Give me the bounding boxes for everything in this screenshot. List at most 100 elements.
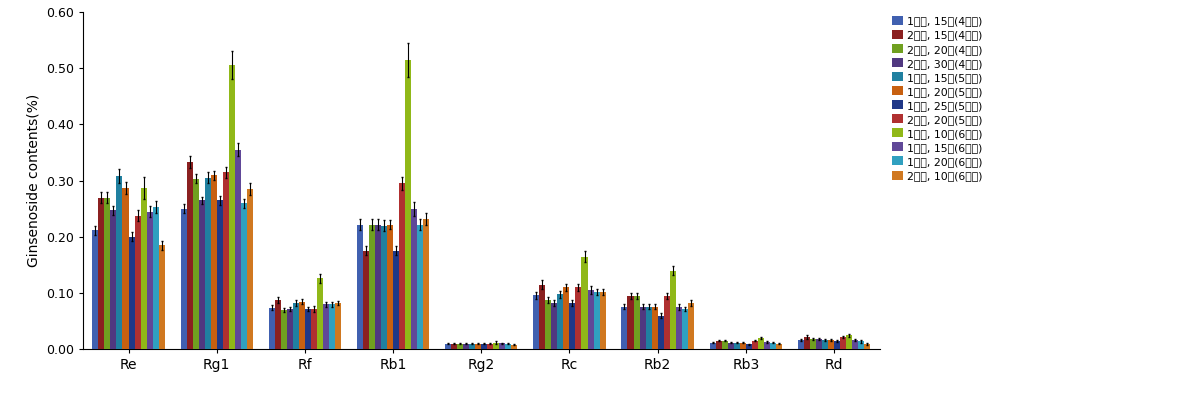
- Bar: [681, 309, 687, 349]
- Bar: [357, 225, 363, 349]
- Bar: [727, 343, 733, 349]
- Bar: [293, 303, 299, 349]
- Bar: [621, 306, 627, 349]
- Bar: [687, 303, 693, 349]
- Bar: [141, 188, 146, 349]
- Bar: [204, 178, 210, 349]
- Bar: [193, 179, 198, 349]
- Bar: [511, 345, 517, 349]
- Bar: [187, 162, 193, 349]
- Bar: [557, 294, 563, 349]
- Bar: [627, 296, 633, 349]
- Bar: [852, 340, 859, 349]
- Bar: [387, 225, 393, 349]
- Bar: [322, 304, 329, 349]
- Bar: [152, 207, 158, 349]
- Bar: [758, 338, 764, 349]
- Bar: [117, 176, 123, 349]
- Bar: [581, 256, 587, 349]
- Bar: [633, 296, 640, 349]
- Bar: [363, 251, 368, 349]
- Bar: [864, 344, 870, 349]
- Bar: [776, 344, 782, 349]
- Bar: [129, 237, 135, 349]
- Bar: [317, 279, 322, 349]
- Bar: [451, 344, 457, 349]
- Bar: [457, 344, 463, 349]
- Bar: [216, 200, 223, 349]
- Bar: [210, 175, 216, 349]
- Bar: [494, 343, 500, 349]
- Bar: [563, 287, 569, 349]
- Bar: [716, 341, 722, 349]
- Bar: [299, 302, 305, 349]
- Bar: [247, 189, 253, 349]
- Bar: [488, 344, 494, 349]
- Bar: [816, 339, 822, 349]
- Bar: [834, 341, 840, 349]
- Bar: [828, 340, 834, 349]
- Bar: [305, 309, 311, 349]
- Bar: [569, 303, 575, 349]
- Bar: [846, 335, 852, 349]
- Bar: [393, 251, 399, 349]
- Bar: [475, 344, 482, 349]
- Bar: [670, 271, 676, 349]
- Bar: [269, 308, 275, 349]
- Bar: [223, 172, 229, 349]
- Bar: [658, 316, 664, 349]
- Bar: [469, 344, 475, 349]
- Bar: [752, 341, 758, 349]
- Bar: [417, 225, 423, 349]
- Bar: [540, 285, 546, 349]
- Bar: [482, 344, 488, 349]
- Bar: [311, 309, 317, 349]
- Bar: [92, 230, 98, 349]
- Bar: [546, 300, 552, 349]
- Legend: 1등급, 15편(4년근), 2등급, 15편(4년근), 2등급, 20편(4년근), 2등급, 30편(4년근), 1등급, 15편(5년근), 1등급, : 1등급, 15편(4년근), 2등급, 15편(4년근), 2등급, 20편(4…: [888, 12, 987, 185]
- Bar: [739, 343, 746, 349]
- Bar: [664, 296, 670, 349]
- Bar: [764, 342, 770, 349]
- Bar: [505, 344, 511, 349]
- Bar: [123, 188, 129, 349]
- Bar: [287, 309, 293, 349]
- Bar: [135, 216, 141, 349]
- Bar: [399, 183, 405, 349]
- Bar: [241, 203, 247, 349]
- Bar: [840, 337, 846, 349]
- Bar: [329, 304, 335, 349]
- Bar: [463, 344, 469, 349]
- Bar: [198, 200, 204, 349]
- Bar: [710, 343, 716, 349]
- Bar: [111, 210, 117, 349]
- Bar: [594, 292, 600, 349]
- Bar: [158, 245, 164, 349]
- Bar: [381, 225, 387, 349]
- Bar: [146, 212, 152, 349]
- Bar: [600, 292, 606, 349]
- Bar: [859, 341, 864, 349]
- Bar: [445, 344, 451, 349]
- Bar: [676, 307, 681, 349]
- Bar: [652, 306, 658, 349]
- Bar: [746, 344, 752, 349]
- Bar: [534, 295, 540, 349]
- Bar: [235, 150, 241, 349]
- Bar: [275, 300, 281, 349]
- Bar: [722, 341, 727, 349]
- Bar: [798, 340, 804, 349]
- Bar: [640, 306, 646, 349]
- Bar: [552, 303, 557, 349]
- Bar: [181, 209, 187, 349]
- Bar: [335, 303, 341, 349]
- Bar: [810, 339, 816, 349]
- Bar: [804, 337, 810, 349]
- Bar: [376, 225, 381, 349]
- Bar: [770, 343, 776, 349]
- Bar: [646, 306, 652, 349]
- Bar: [98, 197, 104, 349]
- Bar: [229, 66, 235, 349]
- Bar: [733, 343, 739, 349]
- Bar: [281, 310, 287, 349]
